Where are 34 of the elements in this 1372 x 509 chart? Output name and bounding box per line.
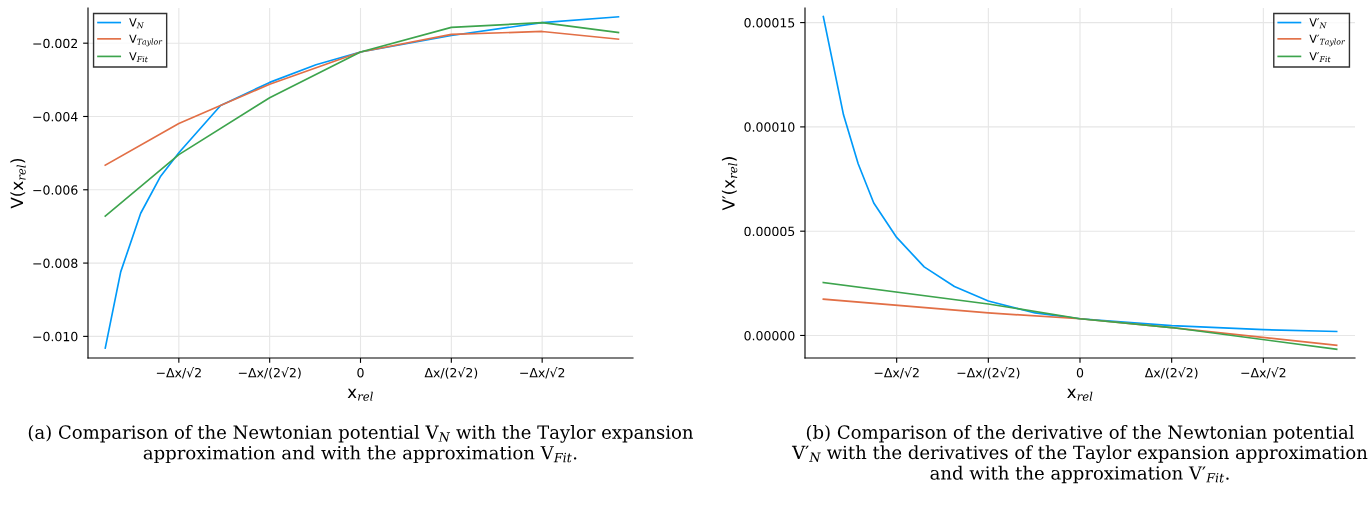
x-tick-label: Δx/(2√2) — [424, 367, 478, 379]
x-tick-label: −Δx/√2 — [1241, 367, 1286, 379]
y-tick-label: −0.010 — [33, 331, 78, 342]
legend-label: V$_{N}$ — [129, 18, 144, 29]
text: (b) Comparison of the derivative of the Newtonian potential V′$_{N}$ with the derivatives of the Taylor expansion approximation and with the approximation V′$_{Fit}$. — [791, 425, 1368, 484]
legend-label: V$_{Fit}$ — [129, 52, 148, 63]
x-tick-label: −Δx/√2 — [520, 367, 565, 379]
y-tick-label: 0.00015 — [744, 18, 795, 28]
legend-label: V′$_{N}$ — [1309, 18, 1327, 29]
x-axis-title: x$_{rel}$ — [347, 388, 373, 401]
legend-label: V′$_{Taylor}$ — [1309, 34, 1346, 47]
text: (a) Comparison of the Newtonian potential V$_{N}$ with the Taylor expansion approximation and with the approximation V$_{Fit}$. — [28, 425, 694, 464]
x-tick-label: −Δx/(2√2) — [957, 367, 1020, 379]
y-tick-label: −0.004 — [33, 111, 78, 122]
line-series — [822, 281, 1338, 351]
y-tick-label: 0.00000 — [744, 330, 795, 341]
y-axis-title: V′(x$_{rel}$) — [721, 157, 738, 211]
y-tick-label: −0.006 — [33, 185, 78, 195]
x-tick-label: Δx/(2√2) — [1144, 367, 1198, 379]
y-axis-title: V(x$_{rel}$) — [10, 158, 26, 209]
y-tick-label: 0.00005 — [744, 226, 795, 237]
x-axis-title: x$_{rel}$ — [1067, 388, 1093, 401]
x-tick-label: −Δx/√2 — [874, 367, 919, 379]
line-series — [104, 15, 620, 349]
x-tick-label: 0 — [357, 367, 364, 378]
x-tick-label: −Δx/(2√2) — [238, 367, 301, 379]
legend-label: V′$_{Fit}$ — [1309, 52, 1331, 63]
legend-label: V$_{Taylor}$ — [129, 34, 163, 47]
x-tick-label: −Δx/√2 — [156, 367, 201, 379]
y-tick-label: −0.002 — [33, 38, 78, 49]
x-tick-label: 0 — [1076, 367, 1084, 378]
y-tick-label: −0.008 — [33, 258, 78, 269]
line-series — [104, 30, 620, 167]
y-tick-label: 0.00010 — [744, 122, 795, 132]
